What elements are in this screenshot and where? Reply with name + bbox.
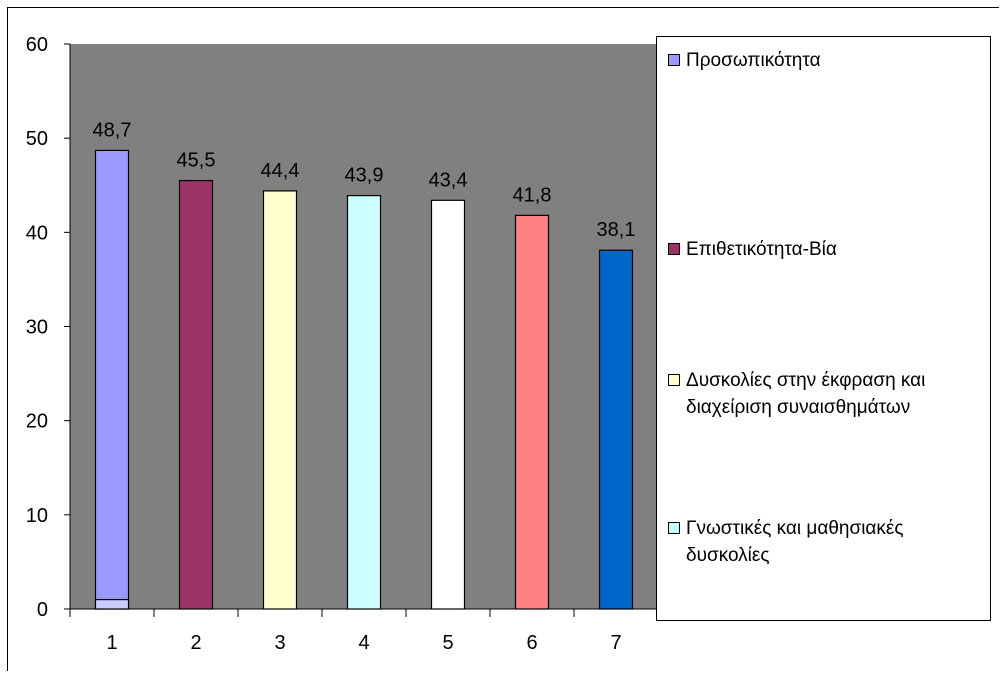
legend-swatch xyxy=(668,54,680,66)
y-tick-label: 30 xyxy=(26,317,48,339)
bar xyxy=(262,190,298,610)
x-tick-label: 1 xyxy=(106,632,117,654)
legend-item-0: Προσωπικότητα xyxy=(668,47,978,74)
y-axis: 0 10 20 30 40 50 60 xyxy=(26,34,71,621)
bar xyxy=(598,249,634,610)
y-tick-label: 40 xyxy=(26,222,48,244)
data-label: 38,1 xyxy=(597,219,636,241)
y-tick-label: 0 xyxy=(37,599,48,621)
data-label: 45,5 xyxy=(177,150,216,172)
legend-item-2: Δυσκολίες στην έκφραση και διαχείριση συ… xyxy=(668,367,978,421)
bar xyxy=(514,214,550,610)
bar xyxy=(346,195,382,610)
legend-label: Δυσκολίες στην έκφραση και διαχείριση συ… xyxy=(686,370,926,418)
data-label: 43,4 xyxy=(429,169,468,191)
legend-swatch xyxy=(668,243,680,255)
chart-frame xyxy=(7,7,999,671)
data-labels: 48,7 45,5 44,4 43,9 43,4 41,8 38,1 xyxy=(93,119,636,241)
legend-item-1: Επιθετικότητα-Βία xyxy=(668,236,978,263)
bars xyxy=(94,149,634,610)
x-tick-label: 4 xyxy=(358,632,369,654)
data-label: 41,8 xyxy=(513,184,552,206)
y-tick-label: 20 xyxy=(26,411,48,433)
bar xyxy=(430,199,466,610)
legend-label: Επιθετικότητα-Βία xyxy=(686,239,837,260)
x-tick-label: 5 xyxy=(442,632,453,654)
bar xyxy=(94,149,130,610)
x-tick-label: 7 xyxy=(610,632,621,654)
x-tick-label: 3 xyxy=(274,632,285,654)
legend-label: Γνωστικές και μαθησιακές δυσκολίες xyxy=(686,518,904,566)
x-tick-label: 2 xyxy=(190,632,201,654)
legend-swatch xyxy=(668,374,680,386)
bar xyxy=(178,179,214,610)
legend-item-3: Γνωστικές και μαθησιακές δυσκολίες xyxy=(668,515,978,569)
legend: Προσωπικότητα Επιθετικότητα-Βία Δυσκολίε… xyxy=(656,36,991,621)
data-label: 48,7 xyxy=(93,119,132,141)
data-label: 44,4 xyxy=(261,160,300,182)
legend-label: Προσωπικότητα xyxy=(686,50,821,71)
x-tick-label: 6 xyxy=(526,632,537,654)
x-axis: 1 2 3 4 5 6 7 xyxy=(69,608,659,654)
y-tick-label: 50 xyxy=(26,128,48,150)
legend-swatch xyxy=(668,522,680,534)
data-label: 43,9 xyxy=(345,165,384,187)
y-tick-label: 10 xyxy=(26,505,48,527)
bar-segment xyxy=(94,598,130,610)
y-tick-label: 60 xyxy=(26,34,48,56)
